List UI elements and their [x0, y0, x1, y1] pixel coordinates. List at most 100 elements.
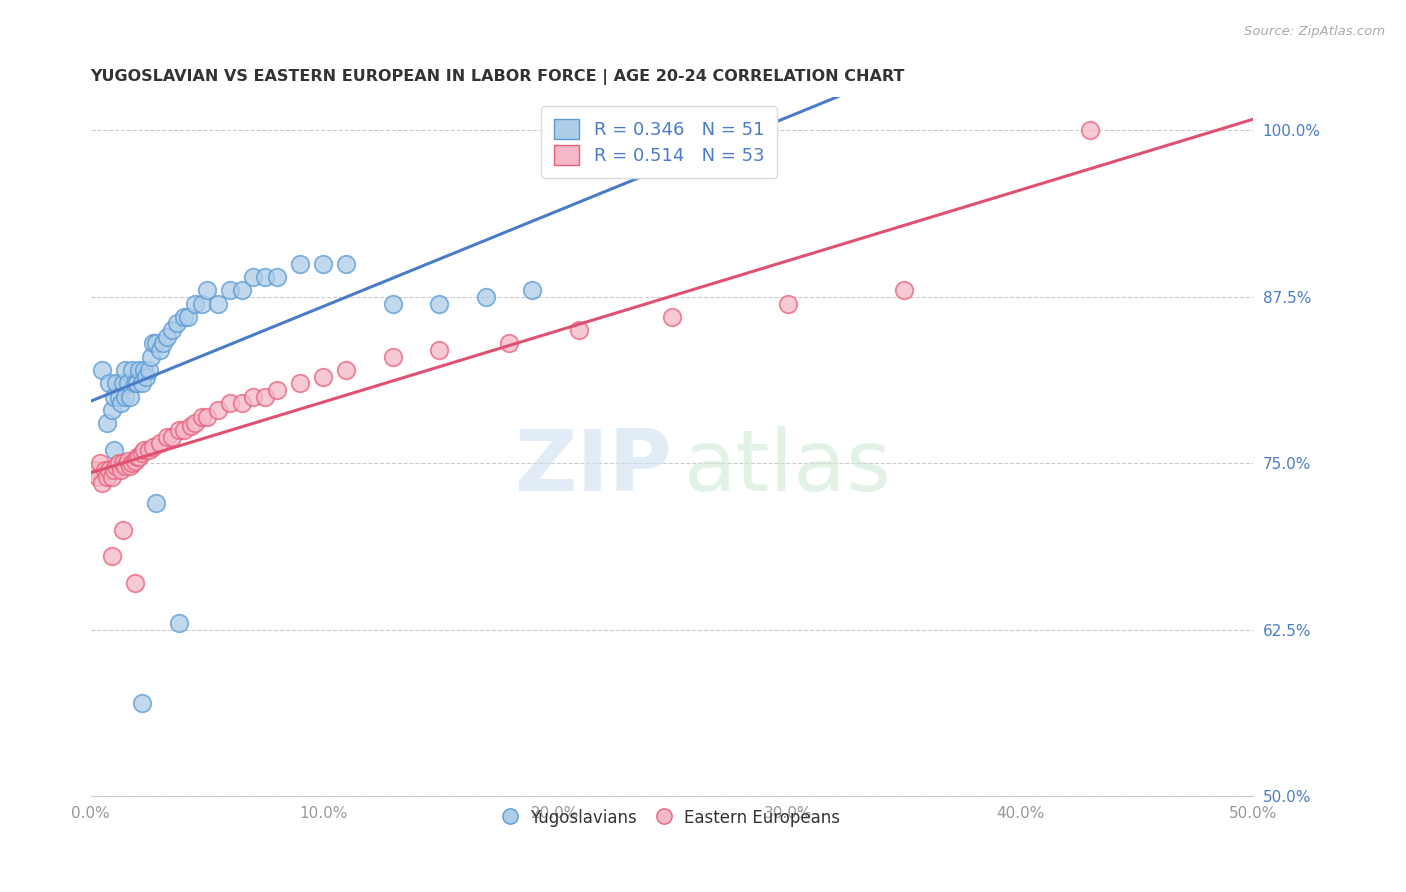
Point: [180, 419, 202, 434]
Point: [117, 453, 139, 467]
Point: [105, 376, 128, 391]
Point: [114, 390, 136, 404]
Point: [152, 336, 174, 351]
Text: ZIP: ZIP: [515, 426, 672, 509]
Point: [522, 283, 544, 297]
Point: [156, 330, 179, 344]
Point: [661, 310, 683, 324]
Text: YUGOSLAVIAN VS EASTERN EUROPEAN IN LABOR FORCE | AGE 20-24 CORRELATION CHART: YUGOSLAVIAN VS EASTERN EUROPEAN IN LABOR…: [90, 69, 905, 85]
Point: [231, 396, 253, 410]
Point: [138, 442, 160, 457]
Point: [195, 283, 218, 297]
Point: [96, 469, 118, 483]
Point: [288, 257, 311, 271]
Point: [195, 409, 218, 424]
Point: [103, 390, 125, 404]
Point: [1078, 123, 1101, 137]
Point: [110, 463, 132, 477]
Point: [131, 376, 153, 391]
Point: [167, 423, 190, 437]
Point: [145, 336, 167, 351]
Point: [100, 469, 122, 483]
Point: [160, 323, 183, 337]
Point: [132, 442, 155, 457]
Point: [167, 615, 190, 630]
Text: atlas: atlas: [683, 426, 891, 509]
Point: [112, 523, 135, 537]
Point: [117, 376, 139, 391]
Point: [288, 376, 311, 391]
Point: [86, 469, 108, 483]
Point: [105, 458, 128, 473]
Point: [103, 442, 125, 457]
Point: [131, 445, 153, 459]
Point: [124, 376, 146, 391]
Point: [191, 409, 214, 424]
Point: [132, 363, 155, 377]
Point: [149, 343, 172, 358]
Point: [253, 269, 276, 284]
Point: [173, 310, 195, 324]
Point: [98, 463, 121, 477]
Point: [120, 458, 142, 473]
Point: [110, 396, 132, 410]
Point: [231, 283, 253, 297]
Point: [124, 453, 146, 467]
Point: [475, 290, 498, 304]
Point: [139, 350, 162, 364]
Point: [312, 257, 335, 271]
Point: [120, 390, 142, 404]
Point: [100, 403, 122, 417]
Point: [121, 456, 143, 470]
Point: [89, 456, 111, 470]
Point: [96, 417, 118, 431]
Point: [568, 323, 591, 337]
Point: [138, 363, 160, 377]
Point: [335, 257, 357, 271]
Point: [173, 423, 195, 437]
Point: [312, 369, 335, 384]
Point: [207, 296, 229, 310]
Point: [219, 396, 242, 410]
Point: [84, 463, 107, 477]
Point: [242, 390, 264, 404]
Point: [381, 296, 404, 310]
Point: [893, 283, 915, 297]
Point: [242, 269, 264, 284]
Point: [266, 269, 288, 284]
Point: [107, 390, 129, 404]
Point: [335, 363, 357, 377]
Point: [184, 296, 207, 310]
Point: [112, 376, 135, 391]
Point: [114, 458, 136, 473]
Point: [135, 369, 157, 384]
Point: [124, 576, 146, 591]
Point: [93, 463, 115, 477]
Point: [191, 296, 214, 310]
Point: [156, 430, 179, 444]
Point: [177, 310, 200, 324]
Point: [98, 376, 121, 391]
Point: [149, 436, 172, 450]
Point: [142, 336, 165, 351]
Point: [266, 383, 288, 397]
Point: [427, 296, 450, 310]
Point: [128, 363, 150, 377]
Point: [91, 476, 114, 491]
Point: [114, 363, 136, 377]
Point: [112, 456, 135, 470]
Legend: Yugoslavians, Eastern Europeans: Yugoslavians, Eastern Europeans: [498, 802, 846, 833]
Point: [776, 296, 799, 310]
Point: [103, 463, 125, 477]
Point: [219, 283, 242, 297]
Point: [207, 403, 229, 417]
Point: [184, 417, 207, 431]
Point: [166, 317, 188, 331]
Point: [121, 363, 143, 377]
Point: [128, 450, 150, 464]
Point: [498, 336, 520, 351]
Point: [427, 343, 450, 358]
Point: [160, 430, 183, 444]
Point: [100, 549, 122, 564]
Point: [142, 440, 165, 454]
